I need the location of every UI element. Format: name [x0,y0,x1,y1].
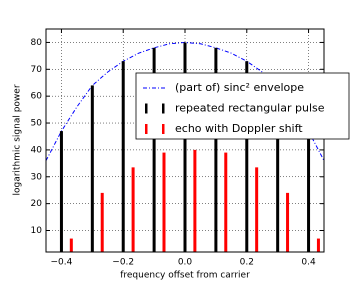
legend: (part of) sinc² envelope repeated rectang… [135,72,350,140]
stem [276,85,280,252]
y-tick-label: 20 [31,199,43,209]
legend-swatch [145,103,148,114]
stem [152,47,156,253]
stem [121,61,125,252]
stem [224,152,228,252]
x-tick-label: 0.2 [240,258,254,268]
legend-label: echo with Doppler shift [175,122,303,135]
y-tick-label: 10 [31,226,43,236]
y-tick-label: 50 [31,119,43,129]
stem [286,192,290,252]
axes-frame [45,28,325,253]
legend-swatch [145,124,148,134]
legend-swatch [162,103,165,114]
y-tick-label: 80 [31,38,43,48]
stem [90,85,94,252]
y-tick-label: 30 [31,172,43,182]
y-tick-label: 40 [31,145,43,155]
stem [183,42,187,253]
stem [131,167,135,252]
stem [316,238,320,252]
legend-swatch [162,124,165,134]
x-tick-label: 0.4 [301,258,316,268]
stem [69,238,73,252]
stem [307,131,311,252]
legend-label: repeated rectangular pulse [175,102,325,115]
legend-label: (part of) sinc² envelope [175,81,304,94]
stem [59,131,63,252]
stem [245,61,249,252]
stem [255,167,259,252]
stem [100,192,104,252]
y-tick-label: 70 [31,65,43,75]
stem [162,152,166,252]
stem [214,47,218,253]
x-axis-label: frequency offset from carrier [120,271,250,281]
x-tick-label: −0.2 [112,258,134,268]
y-tick-label: 60 [31,92,43,102]
stem [193,149,197,252]
y-axis-label: logarithmic signal power [13,84,23,195]
x-tick-label: −0.4 [51,258,73,268]
x-tick-label: 0.0 [178,258,193,268]
legend-box [135,72,350,140]
